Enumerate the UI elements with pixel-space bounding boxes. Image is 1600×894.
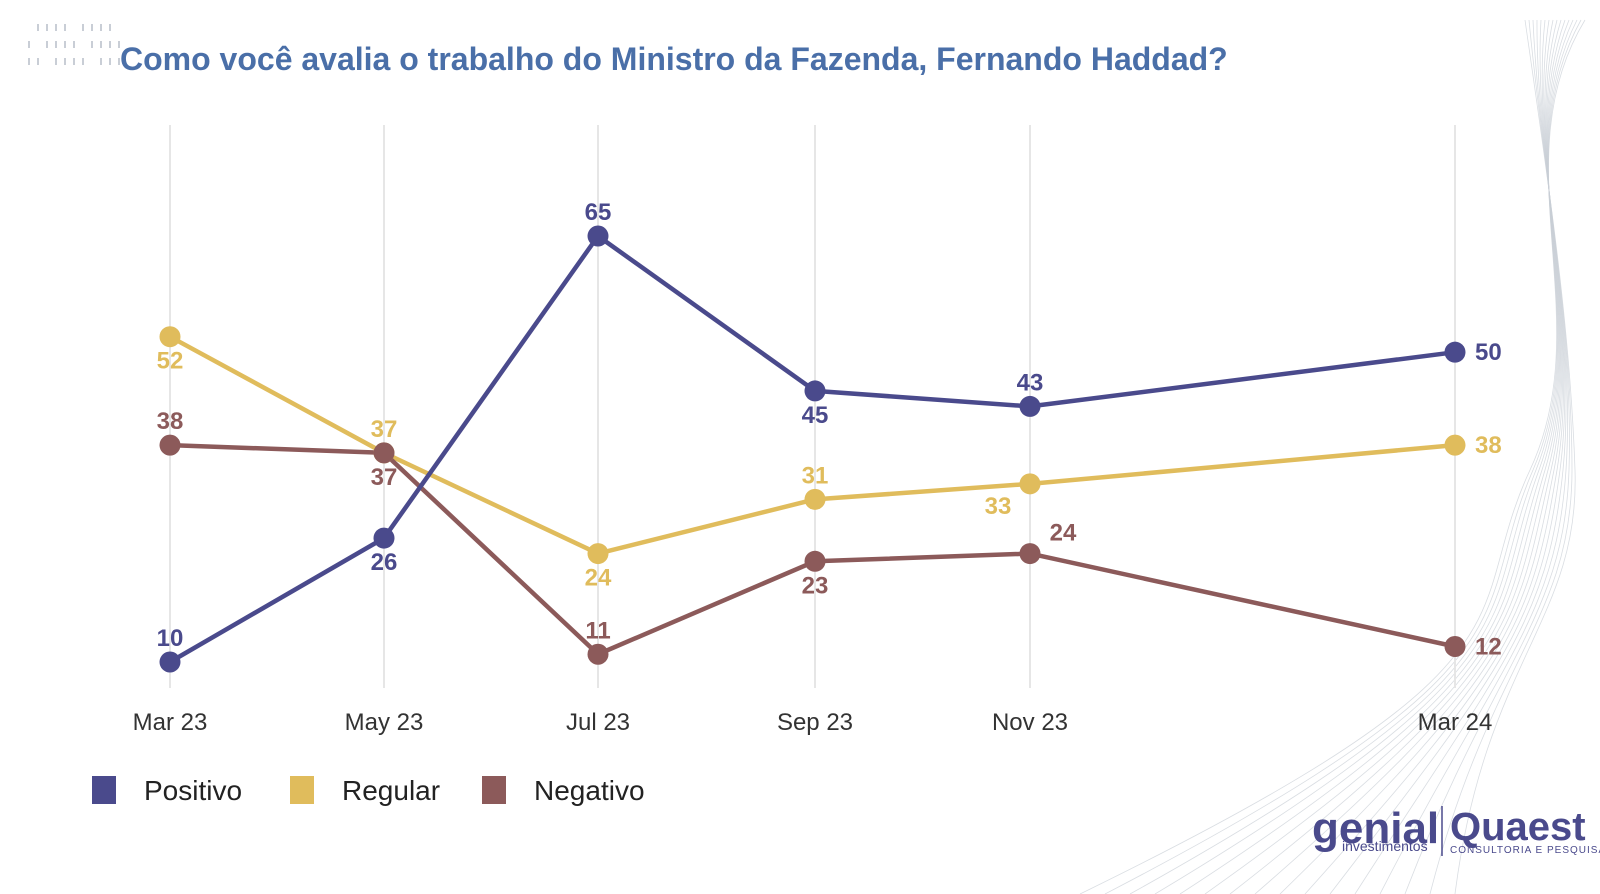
x-tick-label: May 23 bbox=[345, 709, 424, 736]
decor-dot bbox=[55, 24, 57, 31]
decor-dot bbox=[118, 41, 120, 48]
series-line-regular bbox=[167, 334, 1458, 556]
x-tick-label: Nov 23 bbox=[992, 709, 1068, 736]
chart-title: Como você avalia o trabalho do Ministro … bbox=[120, 41, 1228, 77]
decorative-waves bbox=[1079, 19, 1586, 894]
point-negativo bbox=[587, 643, 609, 665]
legend-swatch-positivo bbox=[92, 776, 116, 804]
genial-logo: genial bbox=[1312, 804, 1439, 853]
data-label-regular: 33 bbox=[985, 493, 1012, 520]
point-regular bbox=[804, 488, 826, 510]
decor-wave bbox=[1154, 19, 1574, 894]
legend-label-negativo: Negativo bbox=[534, 775, 645, 806]
decor-dot bbox=[55, 58, 57, 65]
data-label-regular: 37 bbox=[371, 416, 398, 443]
legend-swatch-regular bbox=[290, 776, 314, 804]
x-tick-label: Mar 23 bbox=[133, 709, 208, 736]
x-tick-label: Mar 24 bbox=[1418, 709, 1493, 736]
decor-dot bbox=[64, 58, 66, 65]
point-negativo bbox=[373, 442, 395, 464]
legend-label-regular: Regular bbox=[342, 775, 440, 806]
decor-dot bbox=[82, 24, 84, 31]
point-negativo bbox=[804, 550, 826, 572]
decor-wave bbox=[1179, 19, 1570, 894]
point-positivo bbox=[1444, 341, 1466, 363]
series-points bbox=[159, 225, 1466, 673]
legend-label-positivo: Positivo bbox=[144, 775, 242, 806]
point-positivo bbox=[159, 651, 181, 673]
point-positivo bbox=[373, 527, 395, 549]
decor-dot bbox=[37, 58, 39, 65]
decor-dot bbox=[118, 58, 120, 65]
quaest-logo: Quaest bbox=[1450, 805, 1586, 849]
data-label-negativo: 38 bbox=[157, 408, 184, 435]
point-negativo bbox=[1019, 543, 1041, 565]
point-regular bbox=[159, 326, 181, 348]
data-label-negativo: 11 bbox=[585, 617, 610, 644]
header-dots-decoration bbox=[28, 24, 120, 65]
decor-wave bbox=[1204, 19, 1566, 894]
decor-dot bbox=[100, 24, 102, 31]
decor-dot bbox=[73, 41, 75, 48]
data-label-positivo: 45 bbox=[802, 402, 829, 429]
series-line-negativo bbox=[167, 442, 1458, 657]
decor-dot bbox=[82, 58, 84, 65]
x-tick-label: Jul 23 bbox=[566, 709, 630, 736]
data-label-negativo: 37 bbox=[371, 464, 398, 491]
genial-logo-subtitle: investimentos bbox=[1342, 838, 1428, 854]
decor-dot bbox=[64, 41, 66, 48]
decor-dot bbox=[46, 41, 48, 48]
data-label-negativo: 24 bbox=[1050, 520, 1077, 547]
decor-wave bbox=[1129, 19, 1578, 894]
decor-dot bbox=[28, 58, 30, 65]
data-label-regular: 31 bbox=[802, 462, 829, 489]
data-label-positivo: 65 bbox=[585, 199, 612, 226]
quaest-logo-subtitle: CONSULTORIA E PESQUISA bbox=[1450, 845, 1600, 856]
point-regular bbox=[1019, 473, 1041, 495]
decor-dot bbox=[37, 24, 39, 31]
data-label-positivo: 10 bbox=[157, 625, 184, 652]
data-label-regular: 38 bbox=[1475, 432, 1502, 459]
point-regular bbox=[587, 543, 609, 565]
decor-dot bbox=[28, 41, 30, 48]
x-axis-ticks: Mar 23 May 23 Jul 23 Sep 23 Nov 23 Mar 24 bbox=[133, 709, 1493, 736]
decor-dot bbox=[100, 41, 102, 48]
data-label-positivo: 26 bbox=[371, 549, 398, 576]
decor-dot bbox=[109, 58, 111, 65]
decor-dot bbox=[73, 58, 75, 65]
decor-dot bbox=[46, 24, 48, 31]
point-positivo bbox=[1019, 395, 1041, 417]
decor-dot bbox=[109, 41, 111, 48]
legend: Positivo Regular Negativo bbox=[92, 775, 645, 806]
decor-dot bbox=[64, 24, 66, 31]
data-label-positivo: 50 bbox=[1475, 339, 1502, 366]
series-line-positivo bbox=[167, 233, 1458, 665]
point-positivo bbox=[804, 380, 826, 402]
decor-dot bbox=[109, 24, 111, 31]
logos: genial investimentos Quaest CONSULTORIA … bbox=[1312, 804, 1600, 856]
legend-swatch-negativo bbox=[482, 776, 506, 804]
data-label-regular: 24 bbox=[585, 565, 612, 592]
series-lines bbox=[167, 233, 1458, 665]
point-positivo bbox=[587, 225, 609, 247]
decor-wave bbox=[1454, 19, 1576, 894]
point-regular bbox=[1444, 434, 1466, 456]
decor-dot bbox=[55, 41, 57, 48]
data-label-regular: 52 bbox=[157, 348, 184, 375]
x-tick-label: Sep 23 bbox=[777, 709, 853, 736]
data-label-positivo: 43 bbox=[1017, 369, 1044, 396]
decor-dot bbox=[91, 24, 93, 31]
data-label-negativo: 12 bbox=[1475, 634, 1502, 661]
decor-dot bbox=[91, 41, 93, 48]
point-negativo bbox=[1444, 636, 1466, 658]
data-label-negativo: 23 bbox=[802, 572, 829, 599]
decor-dot bbox=[100, 58, 102, 65]
data-labels: 52 37 24 31 33 38 38 37 11 23 24 12 10 26 65 45 43 50 bbox=[157, 199, 1502, 661]
point-negativo bbox=[159, 434, 181, 456]
decor-wave bbox=[1229, 19, 1562, 894]
